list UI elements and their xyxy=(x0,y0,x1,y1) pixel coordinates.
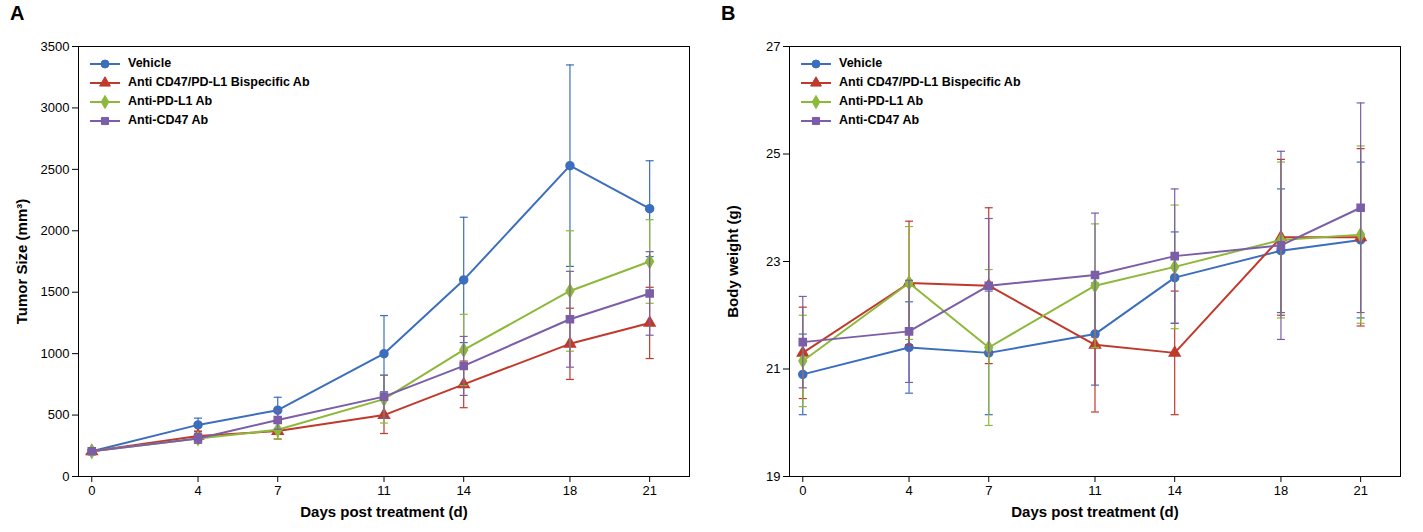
svg-text:14: 14 xyxy=(1167,483,1181,498)
html-text:Anti-PD-L1 Ab: Anti-PD-L1 Ab xyxy=(839,94,924,108)
svg-text:11: 11 xyxy=(1088,483,1102,498)
html-text:Anti CD47/PD-L1 Bispecific Ab: Anti CD47/PD-L1 Bispecific Ab xyxy=(839,75,1021,89)
html-text:Vehicle: Vehicle xyxy=(128,56,172,70)
svg-text:4: 4 xyxy=(905,483,912,498)
svg-text:4: 4 xyxy=(194,483,201,498)
svg-text:19: 19 xyxy=(766,469,780,484)
html-text:Vehicle: Vehicle xyxy=(839,56,883,70)
svg-text:Body weight (g): Body weight (g) xyxy=(724,205,741,318)
svg-text:3000: 3000 xyxy=(41,100,70,115)
svg-text:14: 14 xyxy=(456,483,470,498)
html-text:Anti CD47/PD-L1 Bispecific Ab: Anti CD47/PD-L1 Bispecific Ab xyxy=(128,75,310,89)
svg-text:27: 27 xyxy=(766,39,780,54)
svg-text:Days post treatment (d): Days post treatment (d) xyxy=(1011,503,1179,520)
svg-text:11: 11 xyxy=(377,483,391,498)
svg-text:7: 7 xyxy=(985,483,992,498)
svg-text:25: 25 xyxy=(766,146,780,161)
svg-text:21: 21 xyxy=(1353,483,1367,498)
svg-text:0: 0 xyxy=(62,469,69,484)
svg-text:2500: 2500 xyxy=(41,162,70,177)
svg-text:2000: 2000 xyxy=(41,223,70,238)
svg-text:0: 0 xyxy=(88,483,95,498)
svg-text:1000: 1000 xyxy=(41,346,70,361)
html-text:B: B xyxy=(721,2,736,24)
svg-text:23: 23 xyxy=(766,254,780,269)
svg-text:18: 18 xyxy=(1274,483,1288,498)
html-text:Anti-PD-L1 Ab: Anti-PD-L1 Ab xyxy=(128,94,213,108)
svg-text:7: 7 xyxy=(274,483,281,498)
svg-text:18: 18 xyxy=(563,483,577,498)
svg-text:Days post treatment (d): Days post treatment (d) xyxy=(300,503,468,520)
html-text:A: A xyxy=(10,2,25,24)
svg-text:21: 21 xyxy=(766,361,780,376)
svg-text:21: 21 xyxy=(642,483,656,498)
svg-text:1500: 1500 xyxy=(41,284,70,299)
html-text:Anti-CD47 Ab: Anti-CD47 Ab xyxy=(839,113,920,127)
html-text:Anti-CD47 Ab: Anti-CD47 Ab xyxy=(128,113,209,127)
svg-text:Tumor Size (mm³): Tumor Size (mm³) xyxy=(13,199,30,325)
svg-text:3500: 3500 xyxy=(41,39,70,54)
svg-text:0: 0 xyxy=(799,483,806,498)
svg-text:500: 500 xyxy=(48,407,70,422)
